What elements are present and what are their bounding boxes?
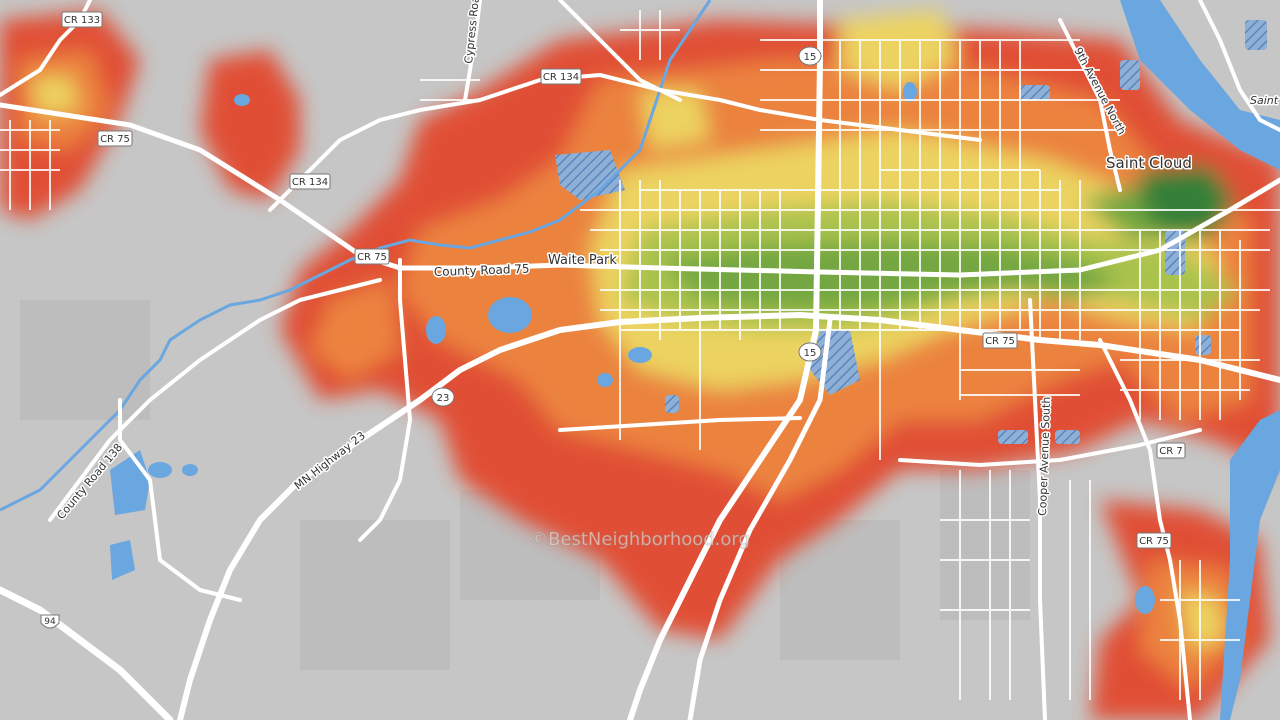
cypress-road	[463, 0, 482, 102]
north-connector	[558, 0, 682, 102]
svg-text:CR 75: CR 75	[100, 134, 130, 145]
hwy15-road	[627, 0, 823, 720]
svg-text:23: 23	[437, 393, 450, 404]
svg-text:CR 133: CR 133	[64, 15, 100, 26]
saint-cloud-label: Saint Cloud	[1106, 154, 1192, 172]
cr134-left-shield: CR 134	[289, 173, 331, 190]
i94-shield: 94	[40, 614, 60, 629]
svg-text:CR 75: CR 75	[357, 252, 387, 263]
svg-text:15: 15	[804, 348, 817, 359]
place-labels: Waite Park Saint Cloud Saint	[547, 93, 1280, 270]
sauk-river	[0, 0, 712, 512]
university-road	[898, 428, 1202, 467]
ring-road	[558, 416, 802, 432]
hwy23-road	[177, 312, 1280, 720]
land-parcels	[20, 300, 1030, 670]
cr134-top-shield: CR 134	[540, 68, 582, 85]
saint-partial-label: Saint	[1250, 94, 1279, 107]
i94-road	[0, 586, 174, 720]
cr7-shield: CR 7	[1156, 442, 1186, 459]
9th-ave-road	[1058, 18, 1122, 192]
svg-text:CR 134: CR 134	[292, 177, 328, 188]
hwy15-south-road	[687, 317, 833, 720]
county-road-75-label: County Road 75	[434, 262, 530, 279]
hwy15-top-shield: 15	[798, 46, 822, 66]
svg-text:94: 94	[44, 617, 56, 627]
svg-text:15: 15	[804, 52, 817, 63]
cooper-avenue-south-label: Cooper Avenue South	[1036, 396, 1053, 516]
cr7-road	[1098, 338, 1192, 720]
svg-text:CR 75: CR 75	[1139, 536, 1169, 547]
cr133-shield: CR 133	[61, 11, 103, 28]
east-river-road	[1198, 0, 1280, 132]
waite-park-label: Waite Park	[548, 253, 617, 268]
cr75-left-shield: CR 75	[97, 130, 133, 147]
road-shields: CR 133 CR 134 CR 134 CR 75 CR 75 CR 75 C…	[40, 11, 1186, 629]
cr75-road	[0, 102, 1280, 278]
svg-text:CR 134: CR 134	[543, 72, 579, 83]
cr75-mid-shield: CR 75	[354, 248, 390, 265]
mississippi-river-south	[1220, 410, 1280, 720]
water-features	[110, 0, 1280, 720]
cr75-bottom-shield: CR 75	[1136, 532, 1172, 549]
mississippi-river-north	[1120, 0, 1280, 170]
cooper-ave-road	[1028, 298, 1047, 720]
svg-text:CR 75: CR 75	[985, 336, 1015, 347]
south-link-road	[358, 258, 412, 542]
svg-text:CR 7: CR 7	[1159, 446, 1182, 457]
cr138-road	[48, 278, 382, 522]
hwy15-mid-shield: 15	[798, 342, 822, 362]
watermark: ©BestNeighborhood.org	[530, 529, 750, 550]
west-link-road	[118, 398, 242, 602]
hwy23-shield: 23	[431, 387, 455, 407]
cr75-center-shield: CR 75	[982, 332, 1018, 349]
